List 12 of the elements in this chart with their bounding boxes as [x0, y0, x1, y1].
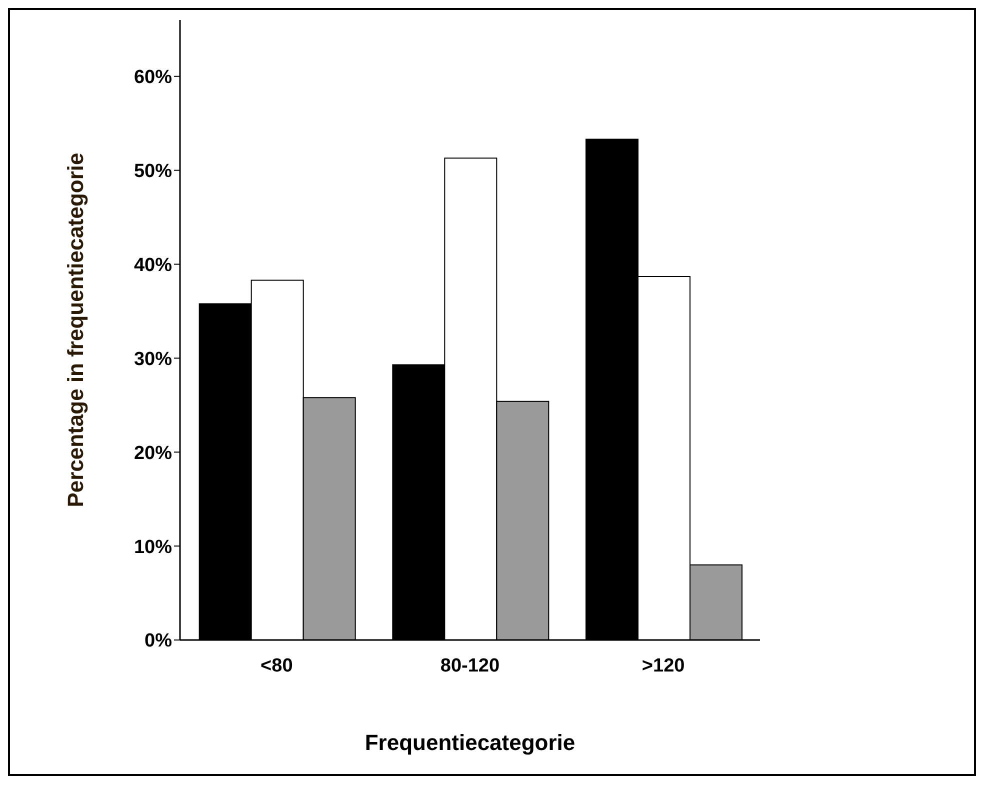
y-tick-label: 40%	[134, 254, 172, 276]
x-tick-label: <80	[260, 655, 293, 676]
y-tick-label: 60%	[134, 67, 172, 88]
x-tick-label: 80-120	[440, 655, 500, 676]
y-tick-label: 20%	[134, 442, 172, 464]
x-tick-label: >120	[642, 655, 685, 676]
x-axis-title: Frequentiecategorie	[364, 730, 576, 755]
y-tick-label: 10%	[134, 536, 172, 558]
y-tick-label: 50%	[134, 161, 172, 182]
y-tick-label: 0%	[144, 630, 172, 652]
y-axis-title: Percentage in frequentiecategorie	[62, 152, 88, 508]
y-tick-label: 30%	[134, 348, 172, 370]
